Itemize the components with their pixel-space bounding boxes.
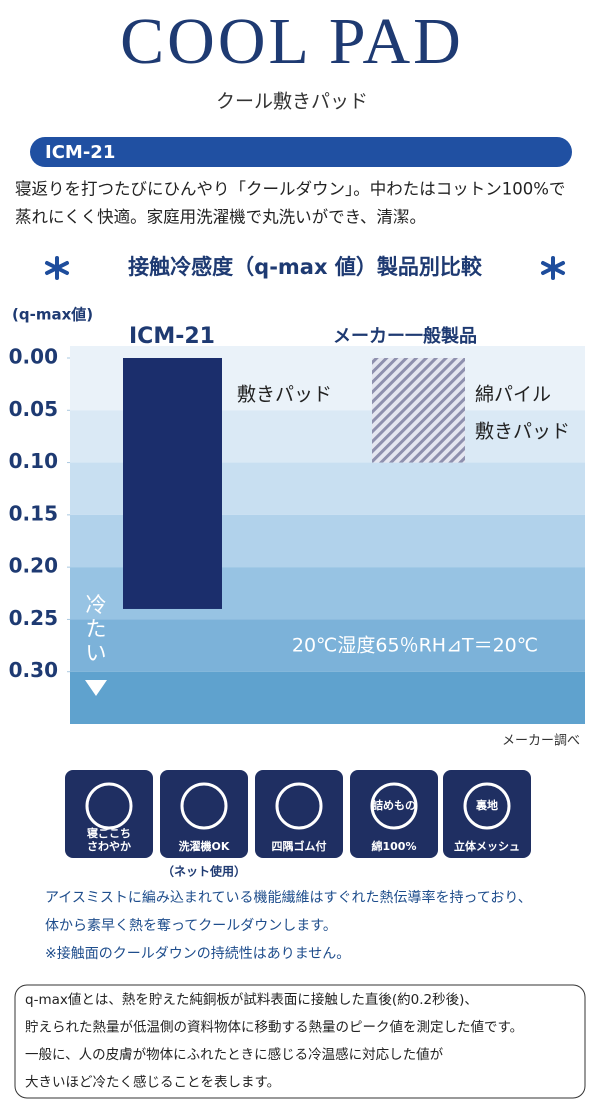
y-tick-label: 0.15 bbox=[9, 501, 58, 525]
icon-graphic bbox=[85, 782, 133, 830]
y-tick-label: 0.10 bbox=[9, 449, 58, 473]
arrow-label-group: 冷たい bbox=[86, 593, 107, 665]
definition-line: 一般に、人の皮膚が物体にふれたときに感じる冷温感に対応した値が bbox=[25, 1046, 444, 1063]
feature-icon bbox=[443, 770, 531, 858]
icon-label: 裏地 bbox=[475, 798, 498, 812]
icon-graphic bbox=[463, 782, 511, 830]
icon-label: 綿100% bbox=[372, 839, 417, 853]
subtitle: クール敷きパッド bbox=[216, 91, 368, 113]
annotation: 20℃湿度65％RH⊿T＝20℃ bbox=[292, 635, 538, 657]
bar bbox=[123, 358, 222, 609]
category-header: ICM-21 bbox=[129, 324, 215, 349]
arrow-label-char: 冷 bbox=[86, 593, 107, 617]
arrow-label-char: い bbox=[86, 641, 107, 665]
y-tick-label: 0.00 bbox=[9, 345, 58, 369]
icon-graphic bbox=[370, 782, 418, 830]
y-tick-label: 0.20 bbox=[9, 554, 58, 578]
icon-label: 四隅ゴム付 bbox=[272, 839, 327, 853]
feature-icon bbox=[160, 770, 248, 858]
definition-line: q-max値とは、熱を貯えた純銅板が試料表面に接触した直後(約0.2秒後)、 bbox=[25, 991, 478, 1008]
definition-line: 貯えられた熱量が低温側の資料物体に移動する熱量のピーク値を測定した値です。 bbox=[25, 1020, 523, 1036]
description: 蒸れにくく快適。家庭用洗濯機で丸洗いができ、清潔。 bbox=[15, 208, 426, 227]
chart-title: 接触冷感度（q-max 値）製品別比較 bbox=[128, 255, 483, 279]
asterisk bbox=[45, 256, 565, 280]
icon-label: 立体メッシュ bbox=[454, 839, 520, 853]
y-axis-label: (q-max値) bbox=[12, 306, 93, 324]
icon-label: 洗濯機OK bbox=[179, 839, 230, 853]
feature-icon bbox=[255, 770, 343, 858]
y-tick-label: 0.05 bbox=[9, 397, 58, 421]
arrow bbox=[85, 680, 107, 696]
icon-graphic bbox=[180, 782, 228, 830]
definition-box bbox=[14, 984, 586, 1099]
icon-graphic bbox=[275, 782, 323, 830]
y-tick-label: 0.25 bbox=[9, 606, 58, 630]
bar-label: 敷きパッド bbox=[475, 421, 570, 443]
icon-label: 詰めもの bbox=[372, 798, 416, 812]
model: ICM-21 bbox=[45, 142, 115, 163]
source: メーカー調べ bbox=[502, 734, 580, 749]
bar bbox=[372, 358, 465, 463]
note: アイスミストに編み込まれている機能繊維はすぐれた熱伝導率を持っており、 bbox=[45, 889, 532, 906]
icon-label: さわやか bbox=[87, 840, 131, 853]
feature-icon bbox=[350, 770, 438, 858]
title: COOL PAD bbox=[120, 5, 464, 78]
description: 寝返りを打つたびにひんやり「クールダウン」。中わたはコットン100%で bbox=[15, 179, 565, 199]
icon-note: （ネット使用） bbox=[162, 864, 246, 879]
background-band bbox=[70, 619, 585, 672]
bar-label: 綿パイル bbox=[475, 384, 551, 406]
note: 体から素早く熱を奪ってクールダウンします。 bbox=[45, 917, 337, 934]
background-band bbox=[70, 671, 585, 724]
feature-icon bbox=[65, 770, 153, 858]
icon-label: 寝ごこち bbox=[87, 826, 131, 840]
arrow-label-char: た bbox=[86, 617, 107, 641]
definition-line: 大きいほど冷たく感じることを表します。 bbox=[25, 1074, 280, 1091]
note: ※接触面のクールダウンの持続性はありません。 bbox=[45, 945, 350, 962]
bar-label: 敷きパッド bbox=[237, 384, 332, 406]
y-tick-label: 0.30 bbox=[9, 658, 58, 682]
model-bar bbox=[30, 137, 572, 167]
category-header: メーカー一般製品 bbox=[333, 325, 477, 347]
